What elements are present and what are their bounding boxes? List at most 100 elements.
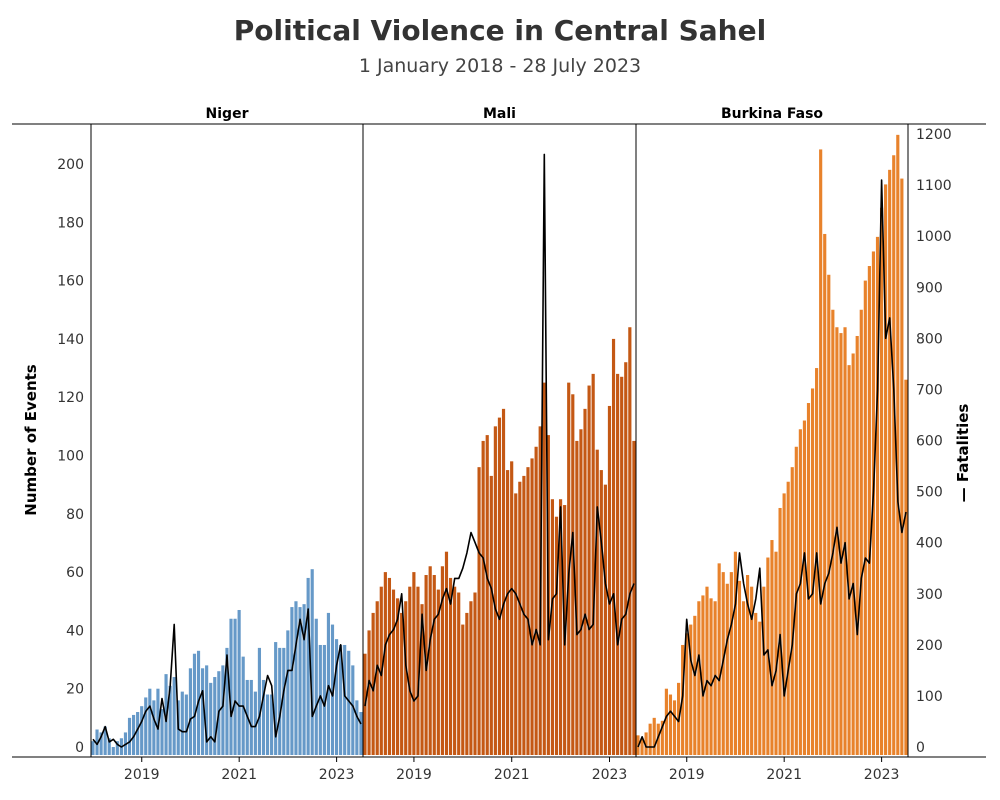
x-tick-label: 2021	[766, 767, 802, 783]
y-right-tick-label: 600	[916, 434, 943, 450]
bar-mali	[554, 516, 559, 755]
bar-mali	[395, 598, 400, 755]
bar-niger	[261, 679, 266, 755]
bar-niger	[294, 601, 298, 755]
bar-burkina-faso	[644, 732, 648, 755]
bar-burkina-faso	[737, 580, 742, 755]
bar-mali	[591, 373, 595, 755]
bar-niger	[326, 612, 331, 755]
bar-mali	[473, 592, 477, 755]
bar-burkina-faso	[843, 327, 847, 755]
bar-burkina-faso	[867, 266, 871, 755]
bar-mali	[624, 362, 628, 755]
bar-niger	[265, 694, 270, 755]
y-right-tick-label: 0	[916, 740, 925, 756]
bar-burkina-faso	[701, 595, 705, 755]
bar-burkina-faso	[892, 155, 896, 755]
bar-burkina-faso	[786, 481, 790, 755]
bar-mali	[408, 586, 412, 755]
bar-niger	[192, 653, 197, 755]
bar-mali	[444, 551, 449, 755]
bar-burkina-faso	[819, 149, 823, 756]
bar-burkina-faso	[705, 586, 709, 755]
bar-burkina-faso	[689, 624, 693, 755]
bar-mali	[489, 475, 493, 755]
bar-mali	[493, 426, 497, 755]
y-right-tick-label: 500	[916, 485, 943, 501]
bar-mali	[583, 408, 587, 755]
x-tick-label: 2023	[319, 767, 355, 783]
bar-mali	[607, 405, 612, 755]
bar-burkina-faso	[729, 572, 733, 755]
bar-mali	[628, 327, 632, 755]
bar-burkina-faso	[746, 575, 750, 755]
bar-niger	[347, 650, 351, 755]
bar-burkina-faso	[806, 403, 811, 755]
bar-niger	[298, 607, 302, 755]
y-left-axis-title: Number of Events	[22, 364, 40, 515]
bar-mali	[542, 382, 546, 755]
bar-niger	[310, 569, 314, 755]
bar-niger	[343, 644, 347, 755]
fatalities-line-mali	[364, 153, 635, 707]
bar-burkina-faso	[896, 134, 900, 756]
panel-label: Niger	[206, 106, 249, 122]
bar-niger	[334, 639, 339, 755]
bar-mali	[428, 566, 432, 755]
bar-niger	[233, 618, 237, 755]
bar-niger	[152, 700, 156, 755]
y-left-tick-label: 80	[66, 507, 84, 523]
y-left-tick-label: 0	[75, 740, 84, 756]
panel-label: Burkina Faso	[721, 106, 823, 122]
bar-mali	[481, 440, 485, 755]
bar-niger	[107, 738, 111, 755]
bar-niger	[278, 647, 282, 755]
bar-niger	[306, 577, 310, 755]
bar-burkina-faso	[640, 738, 644, 755]
y-left-tick-label: 200	[57, 157, 84, 173]
bar-mali	[558, 499, 563, 755]
bar-burkina-faso	[790, 467, 794, 755]
y-left-tick-label: 160	[57, 274, 84, 290]
bar-mali	[436, 589, 440, 755]
bar-mali	[501, 408, 506, 755]
bar-burkina-faso	[733, 551, 737, 755]
bar-burkina-faso	[904, 379, 908, 755]
bar-niger	[156, 688, 160, 755]
x-tick-label: 2021	[494, 767, 530, 783]
y-left-tick-label: 20	[66, 682, 84, 698]
bar-niger	[140, 706, 144, 755]
bar-burkina-faso	[672, 700, 677, 755]
bar-burkina-faso	[875, 236, 880, 755]
bar-niger	[99, 732, 103, 755]
y-left-tick-label: 60	[66, 565, 84, 581]
x-tick-label: 2023	[592, 767, 628, 783]
bar-niger	[322, 644, 326, 755]
bar-burkina-faso	[798, 429, 802, 755]
bar-niger	[160, 709, 164, 755]
y-right-tick-label: 300	[916, 587, 943, 603]
bar-mali	[620, 376, 624, 755]
bar-niger	[205, 665, 209, 755]
bar-burkina-faso	[855, 335, 859, 755]
bar-mali	[497, 417, 502, 755]
bar-niger	[221, 665, 225, 755]
bar-burkina-faso	[652, 717, 656, 755]
bar-niger	[188, 668, 192, 755]
bar-mali	[371, 612, 375, 755]
bar-niger	[302, 604, 306, 755]
bar-niger	[274, 642, 278, 755]
bar-mali	[485, 435, 489, 755]
bar-burkina-faso	[758, 621, 762, 755]
y-right-tick-label: 1200	[916, 127, 952, 143]
bar-burkina-faso	[851, 353, 855, 755]
bar-niger	[237, 609, 241, 755]
bar-niger	[282, 647, 286, 755]
x-tick-label: 2019	[669, 767, 705, 783]
bar-niger	[164, 674, 168, 755]
bar-burkina-faso	[802, 420, 807, 755]
bar-mali	[461, 624, 465, 755]
bar-niger	[184, 694, 188, 755]
bar-burkina-faso	[697, 601, 701, 755]
y-right-tick-label: 200	[916, 638, 943, 654]
